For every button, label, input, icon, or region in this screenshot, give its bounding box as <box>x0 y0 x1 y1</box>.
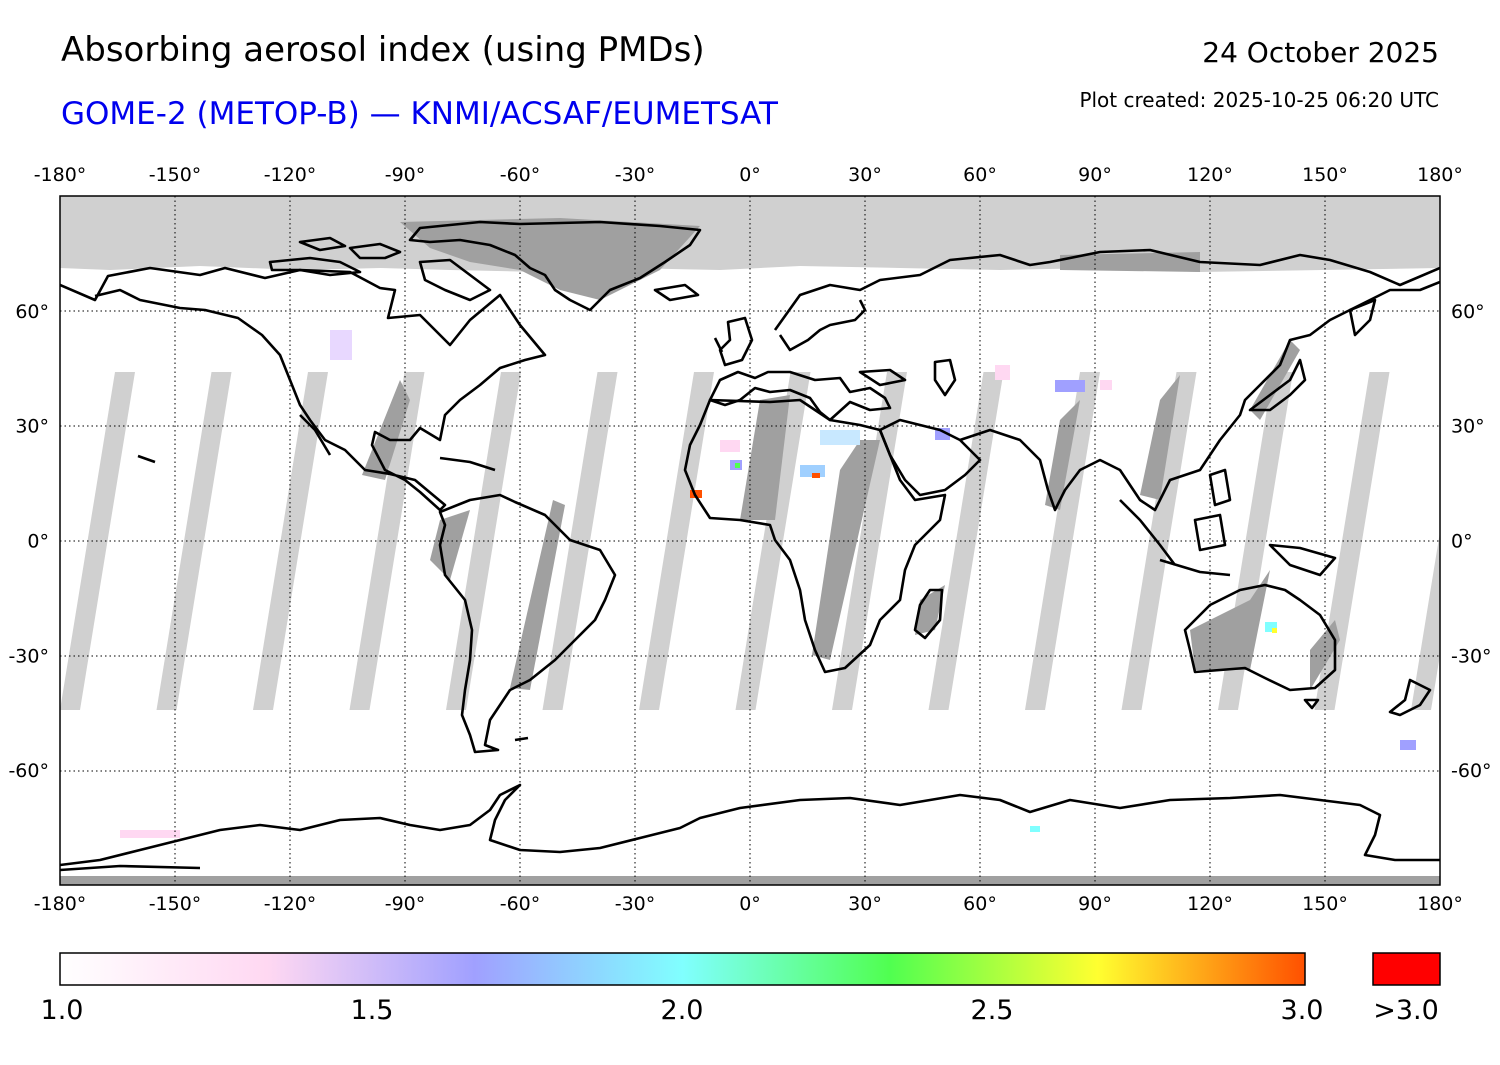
longitude-tick-label: -180° <box>34 893 87 915</box>
latitude-tick-label: -60° <box>8 760 49 782</box>
longitude-tick-label: 90° <box>1078 893 1112 915</box>
data-layer <box>60 196 1440 885</box>
longitude-tick-label: 120° <box>1187 164 1233 186</box>
colorbar-tick-label: 3.0 <box>1280 995 1324 1026</box>
aerosol-pixels <box>120 330 1416 838</box>
orbit-gap-swath <box>349 372 425 710</box>
colorbar-tick-label: 2.5 <box>970 995 1014 1026</box>
map-subtitle: GOME-2 (METOP-B) — KNMI/ACSAF/EUMETSAT <box>61 96 778 132</box>
longitude-labels-top: -180° -150° -120° -90° -60° -30° 0° 30° 60° 90° 12… <box>34 164 1463 186</box>
longitude-tick-label: 60° <box>963 893 997 915</box>
longitude-tick-label: 120° <box>1187 893 1233 915</box>
latitude-labels-right: 60° 30° 0° -30° -60° <box>1451 301 1492 782</box>
longitude-tick-label: 60° <box>963 164 997 186</box>
orbit-gap-swath <box>832 372 907 710</box>
latitude-tick-label: -30° <box>8 645 49 667</box>
longitude-tick-label: -150° <box>149 893 202 915</box>
observation-date: 24 October 2025 <box>1202 36 1439 69</box>
arctic-no-data <box>60 196 1440 272</box>
longitude-tick-label: -120° <box>264 164 317 186</box>
longitude-tick-label: -30° <box>615 893 656 915</box>
longitude-tick-label: 30° <box>848 164 882 186</box>
latitude-tick-label: 60° <box>1451 301 1485 323</box>
latitude-tick-label: 0° <box>1451 531 1473 553</box>
colorbar-tick-label: 2.0 <box>660 995 704 1026</box>
longitude-labels-bottom: -180° -150° -120° -90° -60° -30° 0° 30° 60° 90° 12… <box>34 893 1463 915</box>
colorbar-tick-label: 1.0 <box>40 995 84 1026</box>
orbit-gap-swath <box>735 372 811 710</box>
map-frame <box>59 195 1441 886</box>
orbit-gap-swath <box>156 372 232 710</box>
longitude-tick-label: 150° <box>1302 164 1348 186</box>
graticule <box>60 196 1440 885</box>
longitude-tick-label: 180° <box>1417 893 1463 915</box>
longitude-tick-label: 90° <box>1078 164 1112 186</box>
longitude-tick-label: 0° <box>739 164 761 186</box>
latitude-tick-label: 30° <box>15 416 49 438</box>
longitude-tick-label: -90° <box>385 164 426 186</box>
longitude-tick-label: 0° <box>739 893 761 915</box>
longitude-tick-label: -150° <box>149 164 202 186</box>
latitude-tick-label: 0° <box>27 531 49 553</box>
orbit-gap-swath <box>542 372 618 710</box>
plot-created-timestamp: Plot created: 2025-10-25 06:20 UTC <box>1079 88 1439 112</box>
latitude-tick-label: 60° <box>15 301 49 323</box>
map-title: Absorbing aerosol index (using PMDs) <box>61 30 705 70</box>
longitude-tick-label: -90° <box>385 893 426 915</box>
colorbar-tick-label: 1.5 <box>350 995 394 1026</box>
orbit-gap-swath <box>1411 531 1440 710</box>
longitude-tick-label: 180° <box>1417 164 1463 186</box>
orbit-gap-swath <box>1025 372 1100 710</box>
latitude-labels-left: 60° 30° 0° -30° -60° <box>8 301 49 782</box>
longitude-tick-label: -120° <box>264 893 317 915</box>
colorbar-overflow-box <box>1372 952 1441 986</box>
longitude-tick-label: 30° <box>848 893 882 915</box>
latitude-tick-label: -30° <box>1451 645 1492 667</box>
latitude-tick-label: -60° <box>1451 760 1492 782</box>
longitude-tick-label: -60° <box>500 164 541 186</box>
longitude-tick-label: -30° <box>615 164 656 186</box>
longitude-tick-label: -180° <box>34 164 87 186</box>
colorbar-overflow-label: >3.0 <box>1373 995 1439 1026</box>
longitude-tick-label: 150° <box>1302 893 1348 915</box>
latitude-tick-label: 30° <box>1451 416 1485 438</box>
colorbar <box>59 952 1306 986</box>
longitude-tick-label: -60° <box>500 893 541 915</box>
